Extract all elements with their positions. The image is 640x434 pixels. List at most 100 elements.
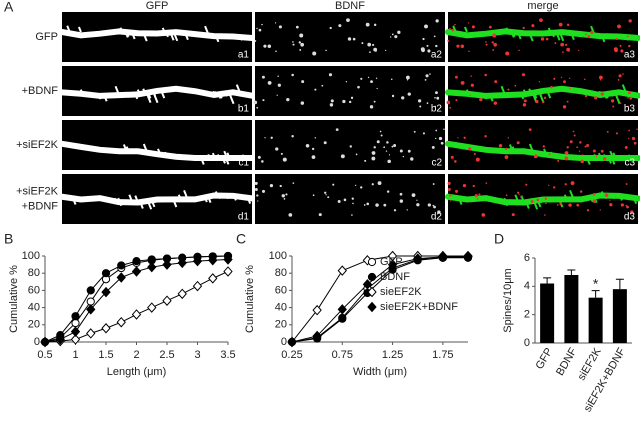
cell-label: c3 <box>624 158 635 169</box>
puncta <box>557 160 559 162</box>
spine <box>492 32 493 33</box>
error-bar <box>615 278 624 290</box>
puncta <box>351 97 353 99</box>
puncta <box>435 130 437 132</box>
puncta <box>593 149 596 152</box>
puncta <box>507 89 509 91</box>
spine <box>187 157 188 159</box>
marker <box>101 269 111 278</box>
spine <box>105 96 107 101</box>
puncta <box>296 26 299 29</box>
puncta <box>544 214 546 216</box>
puncta <box>312 148 314 150</box>
puncta <box>293 44 295 46</box>
puncta <box>436 97 439 100</box>
puncta <box>277 95 278 96</box>
puncta <box>357 86 360 89</box>
puncta <box>383 204 386 207</box>
spine <box>466 197 467 200</box>
row-label: +BDNF <box>22 200 59 212</box>
puncta <box>344 199 347 202</box>
puncta <box>366 203 369 206</box>
puncta <box>583 36 584 37</box>
puncta <box>539 81 540 82</box>
spine <box>132 31 135 39</box>
puncta <box>484 74 487 77</box>
puncta <box>626 206 629 209</box>
puncta <box>407 209 408 210</box>
micrograph-content <box>62 85 252 104</box>
y-tick-label: 80 <box>28 267 40 279</box>
puncta <box>476 158 480 162</box>
spine <box>496 31 497 34</box>
puncta <box>313 194 315 196</box>
marker <box>208 273 218 284</box>
puncta <box>350 145 352 147</box>
spine <box>184 190 188 199</box>
puncta <box>416 203 419 206</box>
marker <box>147 302 157 313</box>
puncta <box>625 205 627 207</box>
puncta <box>319 213 322 216</box>
micrograph-content <box>447 18 638 55</box>
micrograph-content <box>62 190 252 209</box>
x-axis-label: Length (μm) <box>107 366 167 378</box>
puncta <box>464 137 466 139</box>
puncta <box>505 148 507 150</box>
puncta <box>484 135 486 137</box>
puncta <box>348 37 351 40</box>
spine <box>613 95 614 96</box>
puncta <box>291 74 294 77</box>
puncta <box>629 97 632 100</box>
puncta <box>485 41 487 43</box>
puncta <box>400 199 403 202</box>
puncta <box>554 42 556 44</box>
marker <box>312 304 322 316</box>
y-tick-label: 100 <box>269 250 287 262</box>
spine <box>612 36 613 38</box>
micrograph <box>255 120 445 170</box>
puncta <box>306 144 310 148</box>
y-tick-label: 4 <box>524 280 530 292</box>
column-header: merge <box>527 0 558 12</box>
puncta <box>489 26 492 29</box>
puncta <box>449 28 450 29</box>
marker <box>413 253 423 264</box>
marker <box>116 316 126 328</box>
puncta <box>300 43 304 47</box>
y-tick-label: 60 <box>275 284 287 296</box>
puncta <box>539 18 543 22</box>
marker <box>337 265 347 276</box>
puncta <box>494 101 497 104</box>
puncta <box>566 48 570 52</box>
spine <box>620 196 622 201</box>
puncta <box>387 160 391 164</box>
puncta <box>432 205 434 207</box>
puncta <box>427 49 430 52</box>
puncta <box>616 132 618 134</box>
puncta <box>312 52 316 56</box>
spine <box>127 147 129 152</box>
spine <box>215 92 216 95</box>
puncta <box>564 157 568 161</box>
puncta <box>418 99 421 102</box>
marker <box>70 334 81 345</box>
puncta <box>428 203 431 206</box>
puncta <box>277 76 278 77</box>
x-tick-label: 2.5 <box>159 349 174 361</box>
spine <box>247 196 250 204</box>
puncta <box>545 203 547 205</box>
puncta <box>456 45 459 48</box>
puncta <box>386 141 388 143</box>
row-label: +BDNF <box>22 85 59 97</box>
marker <box>147 261 157 273</box>
puncta <box>332 184 334 186</box>
puncta <box>325 50 327 52</box>
puncta <box>364 204 366 206</box>
puncta <box>349 101 351 103</box>
y-tick-label: 0 <box>281 336 287 348</box>
puncta <box>603 157 606 160</box>
spine <box>101 198 102 200</box>
y-tick-label: 0 <box>34 336 40 348</box>
spine <box>219 195 220 198</box>
